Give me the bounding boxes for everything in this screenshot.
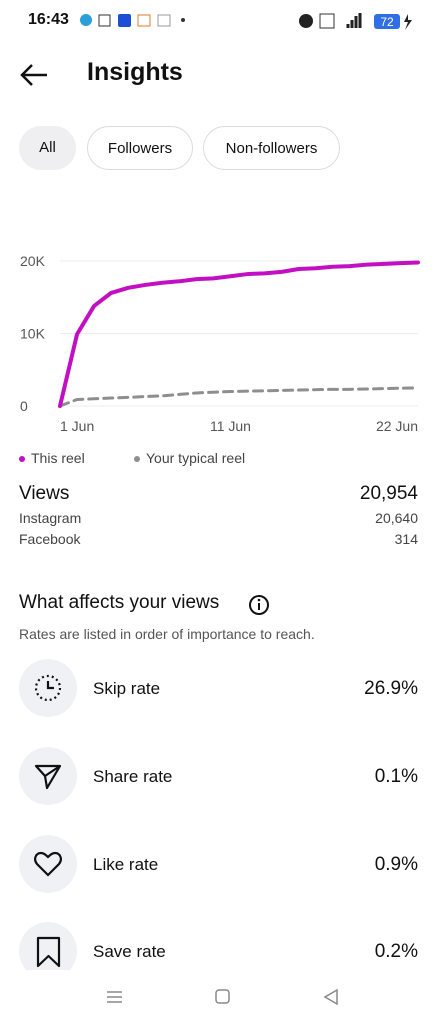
legend-item: This reel — [19, 450, 85, 466]
y-tick-label: 10K — [20, 326, 46, 342]
rate-value: 0.2% — [374, 941, 418, 962]
rate-label: Like rate — [93, 855, 159, 874]
legend-label: Your typical reel — [146, 450, 246, 466]
rate-value: 0.9% — [374, 854, 418, 875]
icon-bg — [19, 835, 77, 893]
nav-buttons — [107, 988, 338, 1006]
icon-bg — [19, 747, 77, 805]
skip-icon — [34, 674, 62, 702]
tab[interactable]: Followers — [87, 126, 193, 170]
x-tick-label: 11 Jun — [210, 418, 251, 434]
chart: 0 10K 20K 1 Jun 11 Jun 22 Jun — [20, 253, 420, 434]
save-icon — [36, 936, 61, 968]
status-icons — [80, 14, 185, 27]
page-title: Insights — [87, 58, 183, 86]
tab[interactable]: Non-followers — [203, 126, 340, 170]
legend-label: This reel — [31, 450, 85, 466]
like-icon — [34, 851, 62, 877]
rate-value: 0.1% — [374, 766, 418, 787]
series-line — [58, 386, 420, 408]
rate-label: Save rate — [93, 942, 166, 961]
source-value: 314 — [394, 531, 418, 547]
source-label: Facebook — [19, 531, 81, 547]
tab[interactable]: All — [19, 126, 76, 170]
x-tick-label: 1 Jun — [60, 418, 94, 434]
source-value: 20,640 — [375, 510, 418, 526]
share-icon — [34, 764, 62, 790]
legend-item: Your typical reel — [134, 450, 245, 466]
status-time: 16:43 — [28, 11, 69, 28]
series-line — [58, 260, 420, 408]
info-icon[interactable] — [248, 594, 270, 616]
status-right: 72 — [299, 13, 412, 30]
x-tick-label: 22 Jun — [376, 418, 418, 434]
y-tick-label: 0 — [20, 398, 28, 414]
source-label: Instagram — [19, 510, 82, 526]
views-total: 20,954 — [359, 483, 418, 504]
section-title: What affects your views — [19, 592, 220, 613]
back-button[interactable] — [18, 60, 50, 90]
section-subtitle: Rates are listed in order of importance … — [19, 626, 315, 642]
views-label: Views — [19, 483, 70, 504]
battery-level: 72 — [380, 15, 394, 29]
rate-label: Share rate — [93, 767, 173, 786]
nav-bar — [0, 970, 438, 1024]
rate-label: Skip rate — [93, 679, 161, 698]
rate-value: 26.9% — [364, 678, 418, 699]
y-tick-label: 20K — [20, 253, 46, 269]
